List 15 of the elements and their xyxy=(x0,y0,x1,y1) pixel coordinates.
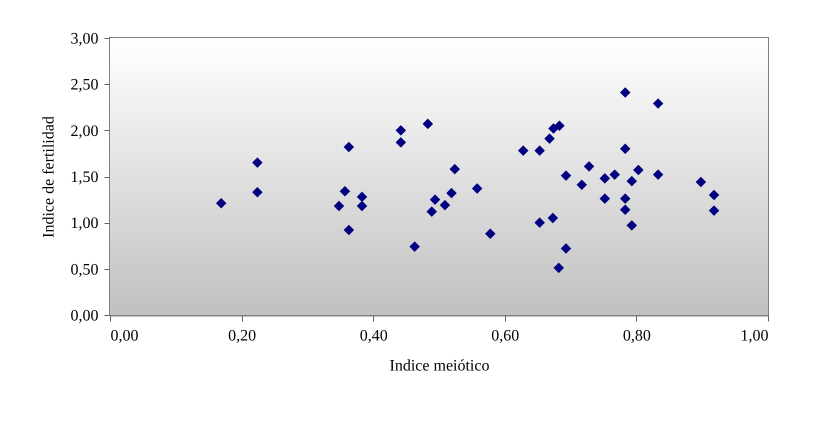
y-tick-label: 0,50 xyxy=(70,261,98,278)
y-tick-label: 1,00 xyxy=(70,215,98,232)
x-tick-label: 0,20 xyxy=(228,328,256,344)
x-tick-label: 0,00 xyxy=(110,328,138,344)
y-tick-label: 0,00 xyxy=(70,308,98,324)
x-tick-label: 0,40 xyxy=(360,328,388,344)
y-tick-label: 2,00 xyxy=(70,122,98,140)
x-tick-label: 0,60 xyxy=(491,328,520,344)
x-tick-label: 1,00 xyxy=(740,328,768,344)
x-tick-label: 0,80 xyxy=(622,328,651,344)
y-axis-title: Indice de fertilidad xyxy=(40,116,58,238)
x-axis-title: Indice meiótico xyxy=(390,358,490,374)
y-tick-label: 3,00 xyxy=(70,30,98,48)
y-tick-label: 2,50 xyxy=(70,76,98,94)
y-tick-label: 1,50 xyxy=(70,169,98,186)
